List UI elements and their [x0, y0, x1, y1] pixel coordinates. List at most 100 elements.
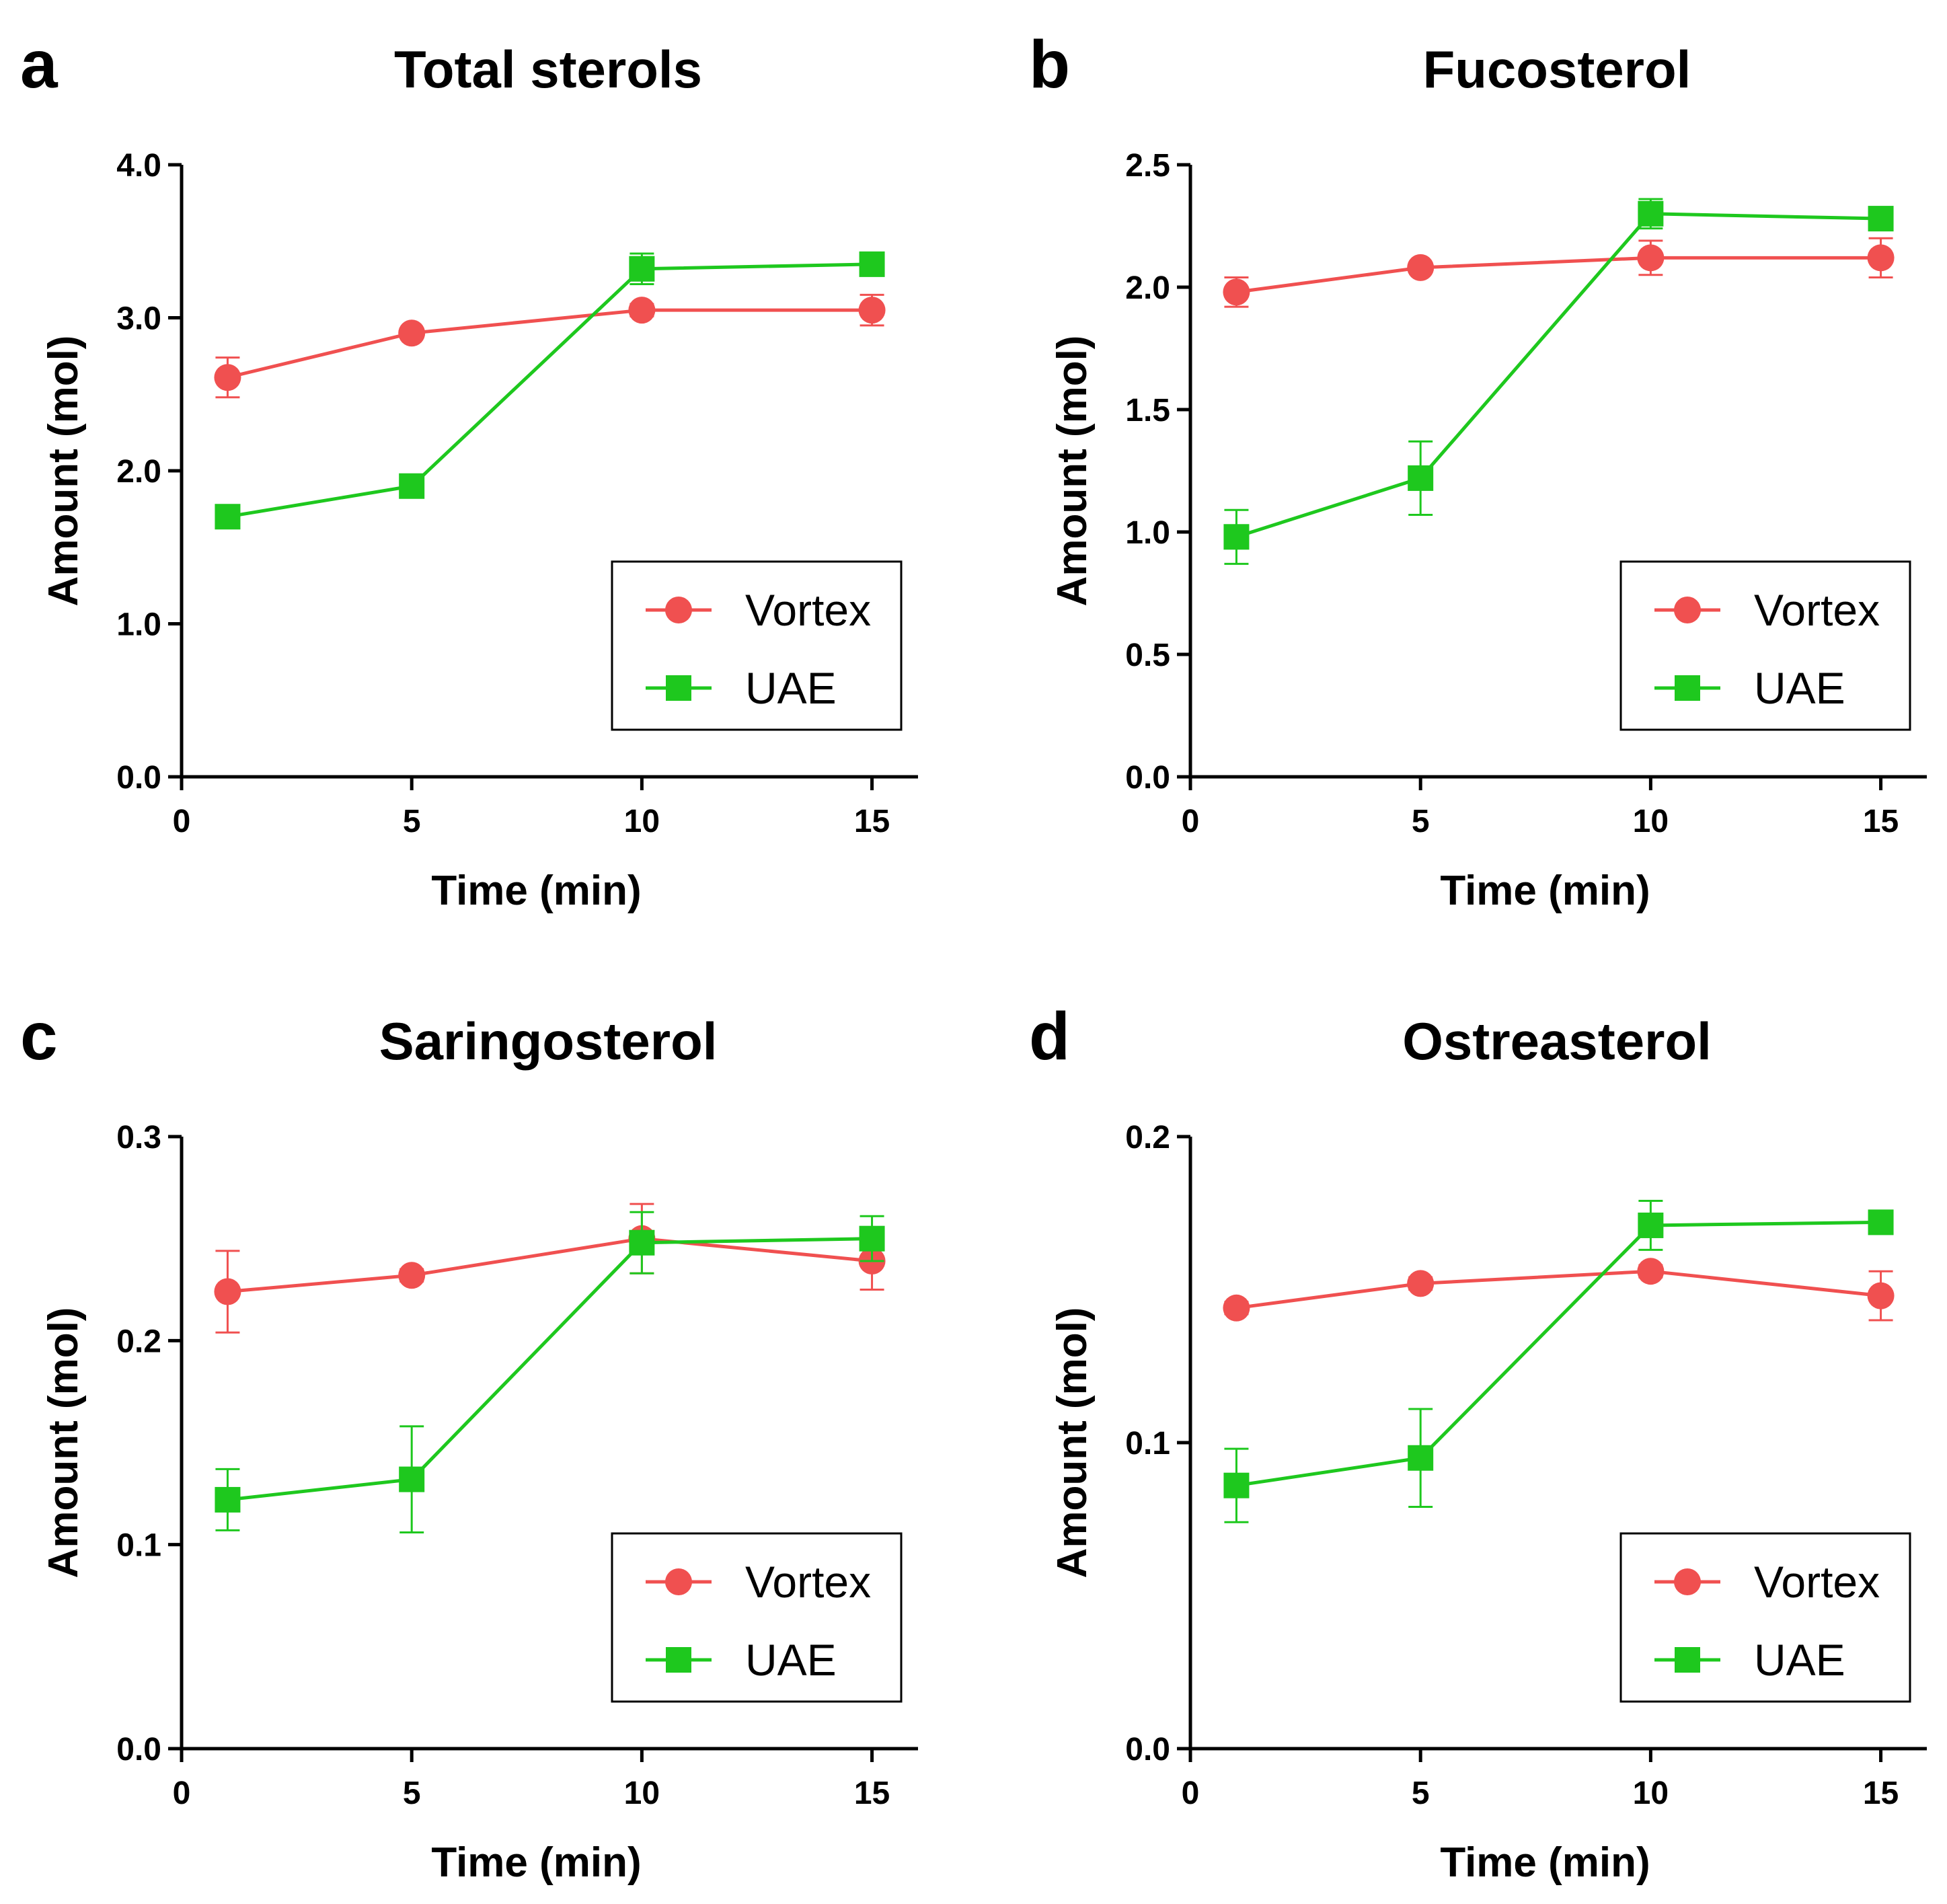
data-point-vortex [214, 1278, 241, 1305]
data-point-vortex [1867, 1282, 1895, 1309]
x-tick-label: 15 [854, 804, 890, 839]
panel-b: b Fucosterol 0.0 0.5 1.0 1.5 2.0 2.5 0 5 10 15 Time … [1029, 27, 1927, 914]
legend-box [1619, 560, 1911, 731]
y-tick-label: 0.1 [1125, 1426, 1170, 1461]
data-point-uae [1638, 1212, 1664, 1238]
data-point-vortex [1223, 278, 1250, 306]
legend-marker-vortex [665, 1568, 692, 1595]
data-point-vortex [398, 1262, 426, 1289]
x-tick-label: 10 [624, 804, 660, 839]
panel-letter: b [1029, 27, 1070, 102]
panel-letter: d [1029, 999, 1070, 1074]
legend-marker-vortex [1674, 597, 1701, 623]
panel-a: a Total sterols 0.0 1.0 2.0 3.0 4.0 0 5 10 15 Time … [20, 27, 918, 914]
y-axis-label: Amount (mol) [40, 1307, 87, 1578]
legend-box [1619, 1532, 1911, 1703]
y-tick-label: 0.0 [1125, 760, 1170, 796]
legend-label-uae: UAE [745, 663, 837, 713]
series-line-uae [227, 1237, 872, 1502]
legend-marker-uae [666, 675, 691, 701]
legend-marker-uae [1675, 675, 1700, 701]
series-uae [215, 1211, 885, 1533]
data-point-uae [1223, 524, 1250, 550]
x-tick-label: 15 [854, 1776, 890, 1811]
data-point-uae [1868, 1209, 1894, 1235]
data-point-uae [399, 1466, 425, 1492]
legend-label-uae: UAE [745, 1635, 837, 1685]
legend-label-vortex: Vortex [1754, 585, 1880, 635]
x-tick-label: 5 [1412, 1776, 1430, 1811]
legend-marker-uae [1675, 1647, 1700, 1673]
y-axis-label: Amount (mol) [1049, 1307, 1096, 1578]
x-axis-label: Time (min) [431, 868, 641, 914]
data-point-uae [1223, 1472, 1250, 1498]
data-point-vortex [858, 297, 886, 324]
panel-d: d Ostreasterol 0.0 0.1 0.2 0 5 10 15 Time (min) Am… [1029, 999, 1927, 1886]
y-tick-label: 0.2 [116, 1324, 161, 1359]
series-vortex [1223, 1258, 1895, 1322]
panel-letter: c [20, 999, 58, 1074]
y-tick-label: 0.0 [1125, 1732, 1170, 1767]
series-vortex [1223, 237, 1895, 308]
y-tick-label: 0.2 [1125, 1120, 1170, 1155]
x-tick-label: 0 [173, 804, 191, 839]
legend-marker-uae [666, 1647, 691, 1673]
x-axis-label: Time (min) [1440, 868, 1650, 914]
legend: Vortex UAE [611, 1532, 903, 1703]
x-tick-label: 5 [1412, 804, 1430, 839]
y-axis-label: Amount (mol) [1049, 336, 1096, 607]
legend: Vortex UAE [611, 560, 903, 731]
y-tick-label: 0.3 [116, 1120, 161, 1155]
x-axis-label: Time (min) [431, 1839, 641, 1886]
y-tick-label: 0.0 [116, 1732, 161, 1767]
data-point-vortex [214, 364, 241, 391]
series-line-uae [227, 262, 872, 519]
legend-box [611, 1532, 903, 1703]
series-vortex [214, 293, 886, 399]
series-vortex [214, 1203, 886, 1334]
series-line-vortex [227, 308, 872, 379]
y-tick-label: 1.0 [1125, 515, 1170, 551]
series-line-uae [1236, 1220, 1881, 1488]
data-point-uae [215, 504, 241, 530]
panel-c: c Saringosterol 0.0 0.1 0.2 0.3 0 5 10 15 Time (mi… [20, 999, 918, 1886]
x-tick-label: 0 [173, 1776, 191, 1811]
data-point-uae [859, 251, 885, 277]
x-tick-label: 0 [1182, 804, 1200, 839]
series-line-uae [1235, 212, 1881, 539]
data-point-vortex [1637, 244, 1665, 272]
x-tick-label: 15 [1863, 1776, 1899, 1811]
legend-label-uae: UAE [1754, 663, 1845, 713]
y-tick-label: 4.0 [116, 148, 161, 184]
chart-title: Total sterols [394, 40, 702, 99]
legend-marker-vortex [665, 597, 692, 623]
legend-label-vortex: Vortex [745, 1557, 871, 1607]
x-tick-label: 10 [624, 1776, 660, 1811]
y-tick-label: 3.0 [116, 301, 161, 337]
x-tick-label: 5 [403, 1776, 421, 1811]
data-point-vortex [1407, 254, 1435, 281]
legend-marker-vortex [1674, 1568, 1701, 1595]
series-uae [215, 251, 885, 530]
y-tick-label: 2.0 [1125, 270, 1170, 306]
y-tick-label: 0.5 [1125, 638, 1170, 673]
series-line-vortex [1236, 256, 1881, 294]
data-point-vortex [628, 297, 656, 324]
data-point-uae [859, 1225, 885, 1252]
y-tick-label: 2.0 [116, 454, 161, 490]
data-point-uae [215, 1486, 241, 1513]
y-axis-label: Amount (mol) [40, 336, 87, 607]
legend-box [611, 560, 903, 731]
legend-label-vortex: Vortex [745, 585, 871, 635]
series-uae [1223, 1200, 1894, 1523]
data-point-vortex [1407, 1270, 1435, 1297]
data-point-uae [1408, 465, 1434, 491]
series-line-vortex [227, 1237, 872, 1294]
x-tick-label: 10 [1633, 804, 1669, 839]
data-point-uae [629, 1229, 655, 1256]
data-point-vortex [398, 319, 426, 347]
legend-label-vortex: Vortex [1754, 1557, 1880, 1607]
chart-title: Ostreasterol [1402, 1012, 1712, 1071]
legend: Vortex UAE [1619, 1532, 1911, 1703]
